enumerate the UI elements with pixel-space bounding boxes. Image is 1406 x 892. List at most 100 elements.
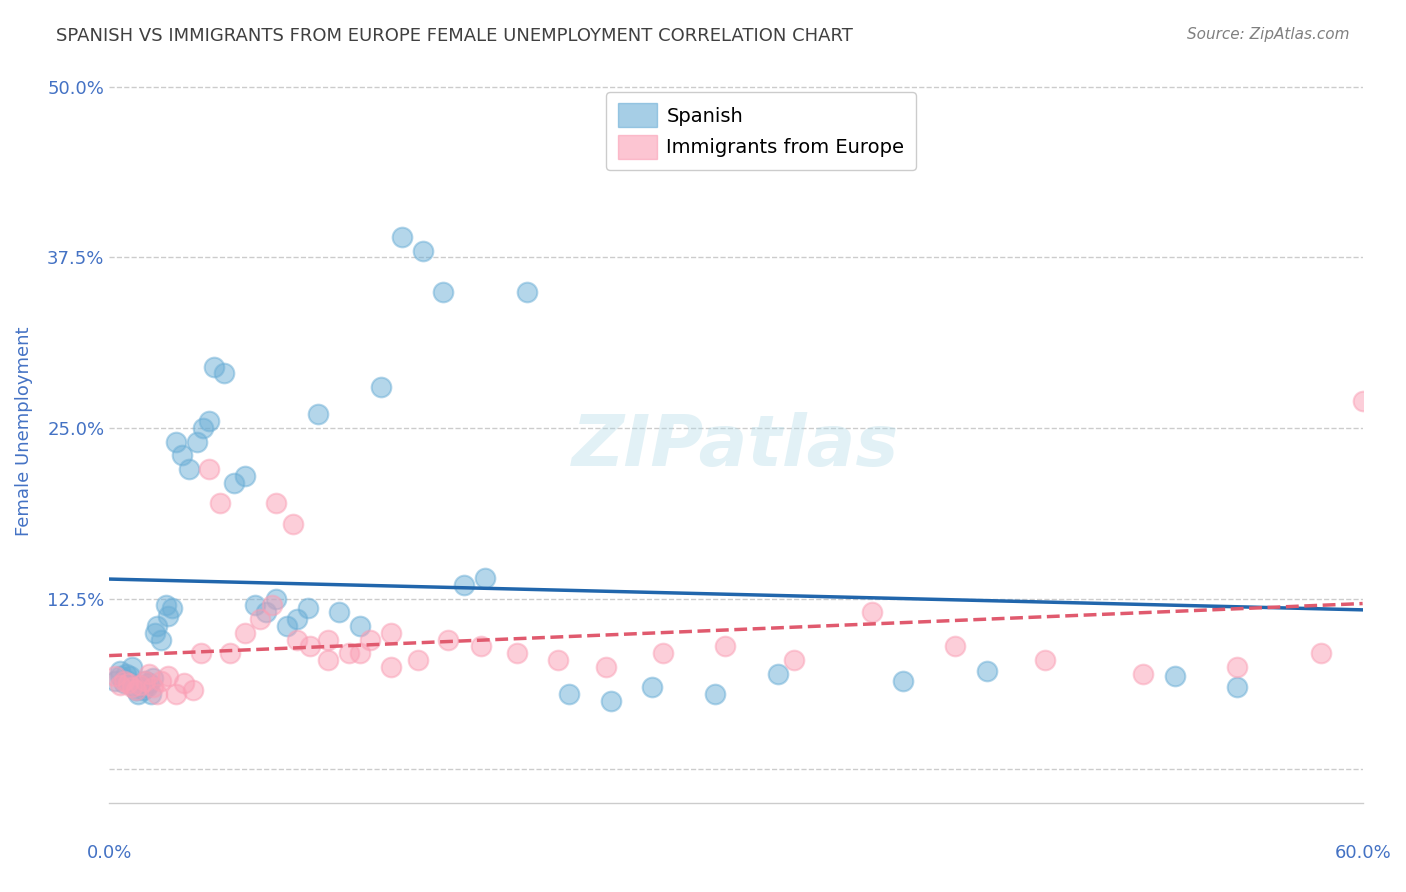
Point: [172, 448, 194, 462]
Point: [191, 421, 214, 435]
Point: [505, 646, 527, 660]
Point: [208, 496, 231, 510]
Point: [115, 666, 138, 681]
Point: [121, 660, 143, 674]
Point: [138, 666, 160, 681]
Point: [318, 653, 340, 667]
Point: [714, 640, 737, 654]
Point: [976, 664, 998, 678]
Point: [281, 516, 304, 531]
Point: [453, 578, 475, 592]
Point: [112, 676, 135, 690]
Point: [337, 646, 360, 660]
Point: [117, 673, 139, 688]
Point: [516, 285, 538, 299]
Point: [943, 640, 966, 654]
Point: [135, 681, 157, 695]
Point: [1226, 681, 1249, 695]
Point: [359, 632, 381, 647]
Legend: Spanish, Immigrants from Europe: Spanish, Immigrants from Europe: [606, 92, 915, 170]
Point: [156, 669, 179, 683]
Point: [121, 681, 143, 695]
Point: [380, 660, 402, 674]
Point: [254, 605, 277, 619]
Point: [1163, 669, 1185, 683]
Point: [198, 462, 221, 476]
Point: [186, 434, 208, 449]
Point: [155, 599, 177, 613]
Y-axis label: Female Unemployment: Female Unemployment: [15, 326, 32, 536]
Point: [891, 673, 914, 688]
Point: [146, 687, 169, 701]
Point: [432, 285, 454, 299]
Point: [143, 625, 166, 640]
Point: [1033, 653, 1056, 667]
Point: [122, 681, 145, 695]
Point: [1351, 393, 1374, 408]
Point: [142, 671, 165, 685]
Point: [391, 230, 413, 244]
Point: [276, 619, 298, 633]
Point: [104, 673, 127, 688]
Point: [142, 681, 165, 695]
Point: [233, 468, 256, 483]
Point: [160, 601, 183, 615]
Point: [1226, 660, 1249, 674]
Point: [245, 599, 267, 613]
Point: [118, 669, 141, 683]
Point: [181, 683, 204, 698]
Point: [318, 632, 340, 647]
Point: [349, 646, 371, 660]
Point: [1309, 646, 1331, 660]
Point: [117, 676, 139, 690]
Text: R =  0.153   N = 59: R = 0.153 N = 59: [665, 91, 856, 110]
Point: [249, 612, 271, 626]
Point: [165, 687, 187, 701]
Point: [138, 676, 160, 690]
Point: [297, 601, 319, 615]
Point: [233, 625, 256, 640]
Point: [408, 653, 430, 667]
Point: [146, 619, 169, 633]
Point: [370, 380, 392, 394]
Point: [125, 683, 148, 698]
Point: [599, 694, 621, 708]
Point: [108, 664, 131, 678]
Point: [307, 408, 329, 422]
Text: R =  0.247   N = 50: R = 0.247 N = 50: [665, 128, 856, 147]
Point: [125, 683, 148, 698]
Text: Source: ZipAtlas.com: Source: ZipAtlas.com: [1187, 27, 1350, 42]
Point: [198, 414, 221, 428]
Point: [328, 605, 350, 619]
Point: [127, 687, 149, 701]
Point: [285, 632, 308, 647]
Point: [298, 640, 321, 654]
Point: [860, 605, 883, 619]
Point: [783, 653, 806, 667]
Text: SPANISH VS IMMIGRANTS FROM EUROPE FEMALE UNEMPLOYMENT CORRELATION CHART: SPANISH VS IMMIGRANTS FROM EUROPE FEMALE…: [56, 27, 853, 45]
Point: [436, 632, 458, 647]
Point: [108, 669, 131, 683]
Point: [766, 666, 789, 681]
Text: 0.0%: 0.0%: [86, 845, 132, 863]
Point: [112, 673, 135, 688]
Point: [704, 687, 727, 701]
Point: [651, 646, 673, 660]
Point: [139, 687, 162, 701]
Point: [190, 646, 212, 660]
Point: [558, 687, 581, 701]
Point: [470, 640, 492, 654]
Point: [595, 660, 617, 674]
Point: [285, 612, 308, 626]
Point: [177, 462, 200, 476]
Point: [547, 653, 569, 667]
Point: [129, 678, 152, 692]
Point: [349, 619, 371, 633]
Point: [129, 678, 152, 692]
Text: 60.0%: 60.0%: [1334, 845, 1391, 863]
Point: [131, 683, 153, 698]
Point: [212, 367, 235, 381]
Point: [411, 244, 433, 258]
Text: ZIPatlas: ZIPatlas: [572, 412, 900, 481]
Point: [150, 632, 173, 647]
